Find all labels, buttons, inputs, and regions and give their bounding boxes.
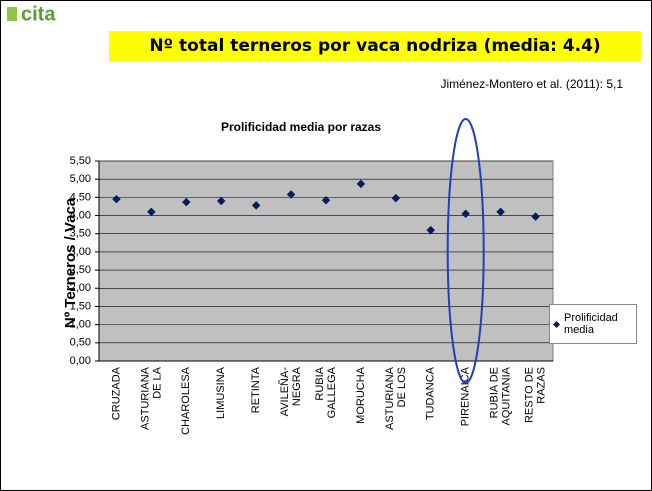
x-tick-label: MORUCHA [355,366,367,423]
y-tick-label: 2,00 [70,282,91,294]
x-tick-label: RAZAS [535,367,547,404]
y-tick-label: 4,50 [70,191,91,203]
point [286,190,296,199]
legend-label: Prolificidad media [564,312,618,336]
y-tick-label: 2,50 [70,264,91,276]
x-tick-label: CHAROLESA [180,366,192,435]
y-tick-label: 1,50 [70,300,91,312]
point [112,194,121,204]
y-tick-label: 1,00 [70,319,91,331]
logo-icon [7,7,17,21]
legend-marker [552,320,561,328]
y-tick-label: 0,50 [70,337,91,349]
y-tick-label: 3,00 [70,246,91,258]
point [251,201,261,210]
x-tick-label: AQUITANIA [501,366,513,425]
y-tick-label: 5,50 [70,155,91,167]
x-tick-label: GALLEGA [326,366,338,418]
plot-area [98,160,554,362]
x-tick-label: RETINTA [250,366,262,413]
point [461,209,470,218]
point [216,196,226,206]
x-tick-label: AVILEÑA- [278,367,291,417]
x-tick-label: LIMUSINA [215,366,227,419]
y-axis-label: Nº Terneros / Vaca [62,197,79,328]
highlight-ellipse [446,118,485,384]
x-tick-label: DE LOS [396,367,408,407]
x-tick-label: NEGRA [291,366,303,406]
y-tick-label: 0,00 [70,355,91,367]
title-banner [109,31,641,61]
slide-title: Nº total terneros por vaca nodriza (medi… [149,36,600,56]
legend: Prolificidad media [549,304,637,344]
x-tick-label: ASTURIANA [139,366,151,430]
point [426,225,436,235]
point [321,196,331,205]
x-tick-label: PIRENAICA [460,366,472,426]
x-tick-label: CRUZADA [110,366,122,420]
point [147,207,156,217]
point [182,197,191,207]
x-tick-label: RUBIA [314,366,326,400]
x-tick-label: TUDANCA [425,366,437,420]
y-tick-label: 5,00 [70,173,91,185]
logo: cita [21,3,56,25]
note: Jiménez-Montero et al. (2011): 5,1 [440,77,623,91]
x-tick-label: DE LA [151,366,163,398]
chart-title: Prolificidad media por razas [221,120,381,134]
point [391,193,401,203]
x-tick-label: ASTURIANA [384,366,396,430]
point [356,179,366,189]
x-tick-label: RUBIA DE [489,367,501,418]
x-tick-label: RESTO DE [523,367,535,423]
y-tick-label: 4,00 [70,209,91,221]
point [496,207,505,217]
y-tick-label: 3,50 [70,228,91,240]
